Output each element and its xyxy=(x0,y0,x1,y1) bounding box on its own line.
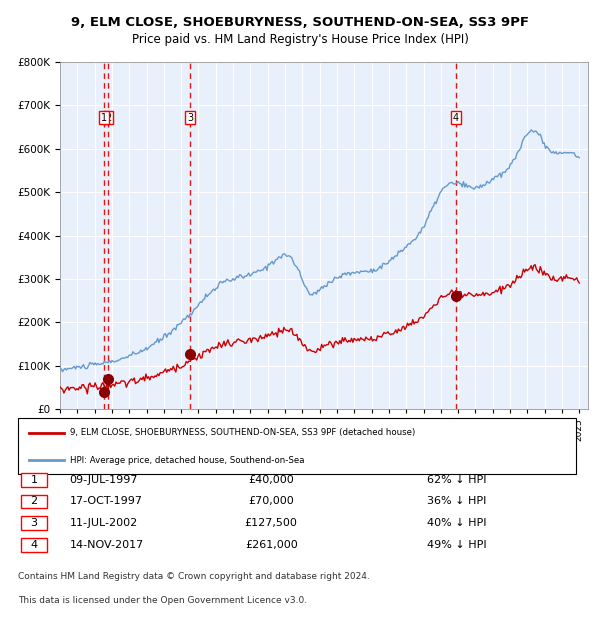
Text: 1: 1 xyxy=(31,475,37,485)
Text: 4: 4 xyxy=(31,540,37,550)
Text: Contains HM Land Registry data © Crown copyright and database right 2024.: Contains HM Land Registry data © Crown c… xyxy=(18,572,370,581)
Text: 40% ↓ HPI: 40% ↓ HPI xyxy=(427,518,486,528)
Text: Price paid vs. HM Land Registry's House Price Index (HPI): Price paid vs. HM Land Registry's House … xyxy=(131,33,469,46)
Text: HPI: Average price, detached house, Southend-on-Sea: HPI: Average price, detached house, Sout… xyxy=(70,456,304,464)
FancyBboxPatch shape xyxy=(18,418,577,474)
Text: 2: 2 xyxy=(105,113,112,123)
Text: 11-JUL-2002: 11-JUL-2002 xyxy=(70,518,138,528)
Text: 36% ↓ HPI: 36% ↓ HPI xyxy=(427,497,486,507)
Text: This data is licensed under the Open Government Licence v3.0.: This data is licensed under the Open Gov… xyxy=(18,596,307,606)
FancyBboxPatch shape xyxy=(20,516,47,530)
Text: 14-NOV-2017: 14-NOV-2017 xyxy=(70,540,144,550)
Text: 1: 1 xyxy=(101,113,107,123)
Text: £70,000: £70,000 xyxy=(248,497,294,507)
Text: 2: 2 xyxy=(31,497,37,507)
Text: 4: 4 xyxy=(453,113,459,123)
FancyBboxPatch shape xyxy=(20,495,47,508)
FancyBboxPatch shape xyxy=(20,538,47,552)
Text: 3: 3 xyxy=(31,518,37,528)
Text: 62% ↓ HPI: 62% ↓ HPI xyxy=(427,475,486,485)
Text: £40,000: £40,000 xyxy=(248,475,294,485)
Text: £127,500: £127,500 xyxy=(245,518,298,528)
FancyBboxPatch shape xyxy=(20,472,47,487)
Text: £261,000: £261,000 xyxy=(245,540,298,550)
Text: 09-JUL-1997: 09-JUL-1997 xyxy=(70,475,138,485)
Text: 9, ELM CLOSE, SHOEBURYNESS, SOUTHEND-ON-SEA, SS3 9PF (detached house): 9, ELM CLOSE, SHOEBURYNESS, SOUTHEND-ON-… xyxy=(70,428,415,437)
Text: 9, ELM CLOSE, SHOEBURYNESS, SOUTHEND-ON-SEA, SS3 9PF: 9, ELM CLOSE, SHOEBURYNESS, SOUTHEND-ON-… xyxy=(71,16,529,29)
Text: 17-OCT-1997: 17-OCT-1997 xyxy=(70,497,143,507)
Text: 49% ↓ HPI: 49% ↓ HPI xyxy=(427,540,487,550)
Text: 3: 3 xyxy=(187,113,193,123)
